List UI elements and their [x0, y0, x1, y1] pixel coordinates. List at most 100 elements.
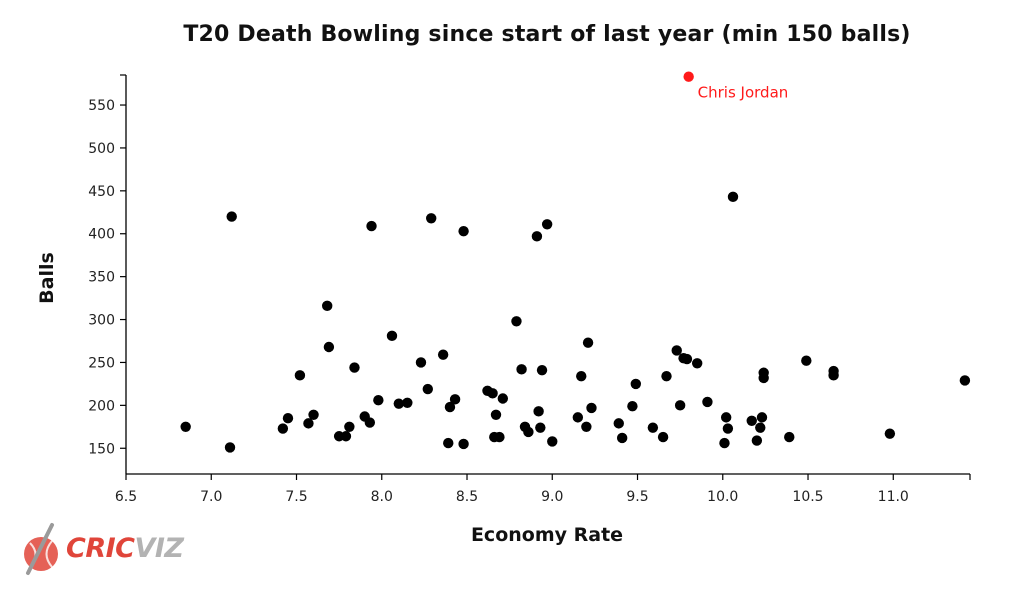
data-point [386, 330, 398, 342]
chart-title: T20 Death Bowling since start of last ye… [183, 22, 911, 47]
y-tick-label: 150 [88, 441, 115, 457]
data-point [516, 364, 527, 375]
data-point [321, 300, 333, 312]
data-point [541, 219, 553, 230]
y-tick-label: 250 [88, 355, 115, 371]
logo-text-cric: CRIC [66, 533, 135, 564]
data-point [828, 365, 839, 377]
data-point [613, 418, 624, 429]
y-tick-label: 550 [88, 98, 115, 114]
data-point [727, 191, 739, 203]
y-tick-label: 200 [88, 398, 115, 414]
data-point [801, 355, 812, 366]
data-point [277, 423, 289, 434]
data-point [755, 422, 766, 433]
data-point [426, 213, 437, 224]
data-point [393, 398, 405, 409]
data-point [959, 375, 971, 386]
data-point [511, 316, 522, 327]
data-point [458, 438, 469, 450]
data-point [458, 225, 469, 237]
data-point [402, 397, 413, 408]
data-point [572, 412, 584, 423]
y-tick-label: 300 [88, 313, 115, 329]
x-tick-label: 9.5 [626, 489, 648, 505]
data-point [536, 364, 548, 376]
data-point [720, 412, 732, 423]
data-point [373, 395, 384, 406]
data-point [671, 345, 682, 356]
x-tick-label: 9.0 [541, 489, 563, 505]
data-point [784, 431, 795, 443]
data-point [531, 231, 543, 242]
data-point [719, 437, 730, 449]
data-point [681, 353, 693, 365]
highlight-point [683, 71, 694, 82]
data-point [576, 370, 587, 382]
y-axis-label: Balls [36, 252, 58, 304]
data-point [364, 417, 376, 428]
data-points [180, 191, 971, 453]
x-tick-label: 8.5 [456, 489, 478, 505]
data-point [497, 393, 509, 404]
data-point [661, 370, 672, 382]
data-point [344, 421, 355, 433]
data-point [647, 422, 659, 433]
data-point [366, 220, 377, 232]
data-point [535, 422, 546, 433]
data-point [226, 211, 237, 222]
highlight-label: Chris Jordan [698, 84, 789, 102]
data-point [487, 388, 498, 399]
data-point [303, 418, 314, 429]
data-point [691, 358, 703, 369]
data-point [180, 421, 191, 433]
data-point [323, 341, 335, 353]
data-point [494, 431, 505, 443]
cricket-ball-icon [24, 523, 58, 575]
x-tick-label: 6.5 [115, 489, 137, 505]
data-point [884, 428, 896, 439]
x-tick-label: 11.0 [878, 489, 909, 505]
data-point [308, 409, 319, 420]
data-point [444, 401, 456, 413]
y-tick-label: 500 [88, 141, 115, 157]
logo-text-viz: VIZ [134, 533, 184, 564]
logo-text: CRICVIZ [66, 533, 184, 564]
data-point [582, 337, 594, 348]
data-point [547, 436, 558, 447]
data-point [758, 367, 769, 378]
x-axis-label: Economy Rate [470, 524, 624, 546]
y-tick-label: 400 [88, 227, 115, 243]
data-point [627, 401, 638, 412]
data-point [282, 413, 294, 424]
data-point [349, 362, 360, 373]
data-point [586, 402, 597, 414]
data-point [674, 400, 686, 411]
data-point [490, 409, 502, 420]
data-point [449, 394, 461, 405]
data-point [746, 415, 757, 426]
data-point [224, 442, 236, 453]
data-point [340, 431, 352, 442]
cricviz-logo: CRICVIZ [22, 519, 184, 579]
data-point [751, 435, 763, 446]
data-point [630, 378, 642, 390]
data-point [443, 437, 454, 449]
x-tick-label: 8.0 [371, 489, 393, 505]
x-tick-label: 7.5 [285, 489, 307, 505]
data-point [702, 396, 713, 408]
data-point [756, 412, 768, 423]
data-point [523, 426, 534, 438]
data-point [437, 349, 449, 360]
data-point [581, 421, 592, 433]
y-tick-label: 450 [88, 184, 115, 200]
data-point [616, 432, 628, 444]
highlight-group: Chris Jordan [683, 71, 789, 102]
data-point [422, 383, 433, 395]
axes: 6.5 7.0 7.5 8.0 8.5 9.0 9.5 10.0 10.5 11.0 150 200 2… [88, 74, 971, 505]
data-point [722, 423, 734, 434]
x-tick-label: 7.0 [200, 489, 222, 505]
data-point [294, 370, 306, 381]
y-tick-label: 350 [88, 270, 115, 286]
